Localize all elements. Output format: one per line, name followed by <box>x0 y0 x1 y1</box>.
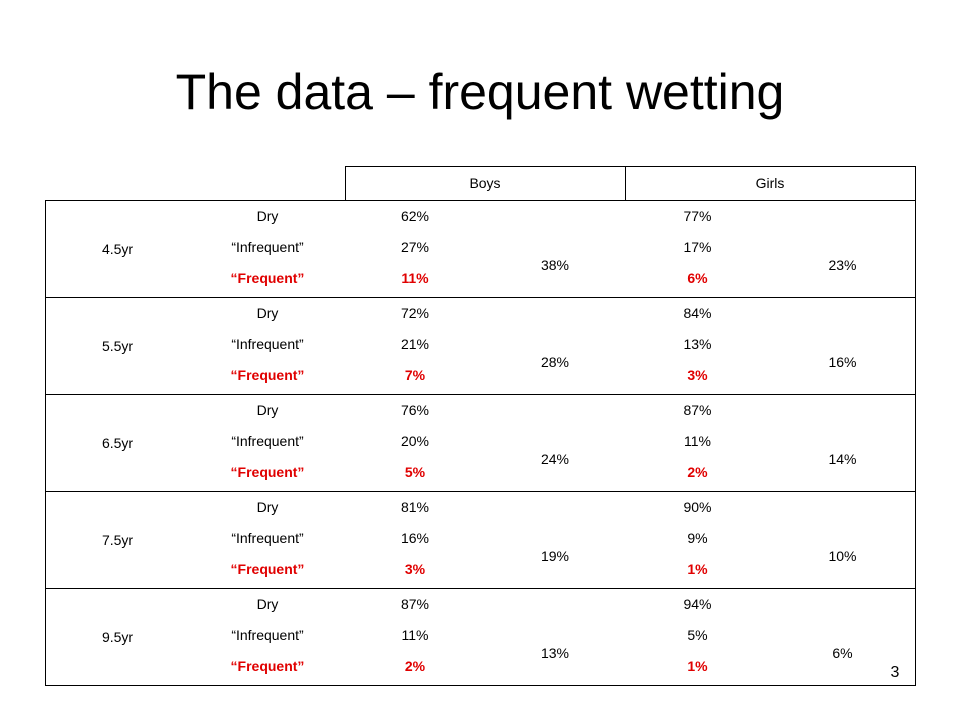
girls-value: 9% <box>687 530 708 546</box>
boys-value: 20% <box>400 433 430 449</box>
girls-value: 3% <box>687 367 708 383</box>
age-label: 5.5yr <box>101 337 134 354</box>
boys-value: 3% <box>404 561 426 577</box>
girls-value: 1% <box>687 658 708 674</box>
header-divider-left <box>345 166 346 200</box>
category-label: “Frequent” <box>230 464 305 480</box>
girls-value: 84% <box>683 305 712 321</box>
boys-value: 27% <box>400 239 430 255</box>
girls-combined-value: 14% <box>828 451 857 467</box>
header-boys: Boys <box>469 175 501 191</box>
category-label: “Frequent” <box>230 658 305 674</box>
boys-combined-value: 13% <box>540 645 570 661</box>
page-number: 3 <box>890 664 900 681</box>
table-border-bottom <box>45 685 916 686</box>
category-label: Dry <box>256 499 279 515</box>
girls-value: 77% <box>683 208 712 224</box>
category-label: “Infrequent” <box>231 530 304 546</box>
table-border-top <box>345 166 916 167</box>
boys-value: 2% <box>404 658 426 674</box>
category-label: Dry <box>256 596 279 612</box>
boys-value: 5% <box>404 464 426 480</box>
table-border-right <box>915 166 916 686</box>
girls-combined-value: 23% <box>828 257 857 273</box>
boys-value: 72% <box>400 305 430 321</box>
group-divider <box>45 491 916 492</box>
category-label: “Infrequent” <box>231 336 304 352</box>
boys-combined-value: 28% <box>540 354 570 370</box>
group-divider <box>45 394 916 395</box>
girls-combined-value: 10% <box>828 548 857 564</box>
category-label: Dry <box>256 305 279 321</box>
boys-value: 21% <box>400 336 430 352</box>
group-divider <box>45 200 916 201</box>
girls-value: 6% <box>687 270 708 286</box>
boys-combined-value: 19% <box>540 548 570 564</box>
girls-combined-value: 6% <box>832 645 853 661</box>
girls-value: 17% <box>683 239 712 255</box>
category-label: Dry <box>256 402 279 418</box>
slide-title: The data – frequent wetting <box>175 64 785 120</box>
category-label: “Infrequent” <box>231 239 304 255</box>
boys-combined-value: 38% <box>540 257 570 273</box>
boys-value: 87% <box>400 596 430 612</box>
group-divider <box>45 588 916 589</box>
age-label: 9.5yr <box>101 628 134 645</box>
category-label: “Frequent” <box>230 561 305 577</box>
girls-combined-value: 16% <box>828 354 857 370</box>
category-label: “Frequent” <box>230 367 305 383</box>
age-label: 7.5yr <box>101 531 134 548</box>
boys-value: 7% <box>404 367 426 383</box>
girls-value: 13% <box>683 336 712 352</box>
boys-value: 11% <box>401 627 429 643</box>
category-label: “Infrequent” <box>231 433 304 449</box>
category-label: Dry <box>256 208 279 224</box>
group-divider <box>45 297 916 298</box>
girls-value: 5% <box>687 627 708 643</box>
header-divider-middle <box>625 166 626 200</box>
boys-value: 81% <box>400 499 430 515</box>
girls-value: 87% <box>683 402 712 418</box>
boys-combined-value: 24% <box>540 451 570 467</box>
category-label: “Frequent” <box>230 270 305 286</box>
age-label: 6.5yr <box>101 434 134 451</box>
category-label: “Infrequent” <box>231 627 304 643</box>
header-girls: Girls <box>755 175 785 191</box>
girls-value: 1% <box>687 561 708 577</box>
boys-value: 76% <box>400 402 430 418</box>
boys-value: 62% <box>400 208 430 224</box>
girls-value: 11% <box>684 433 711 449</box>
girls-value: 2% <box>687 464 708 480</box>
table-border-left <box>45 200 46 686</box>
age-label: 4.5yr <box>101 240 134 257</box>
boys-value: 11% <box>401 270 429 286</box>
boys-value: 16% <box>400 530 430 546</box>
girls-value: 90% <box>683 499 712 515</box>
girls-value: 94% <box>683 596 712 612</box>
